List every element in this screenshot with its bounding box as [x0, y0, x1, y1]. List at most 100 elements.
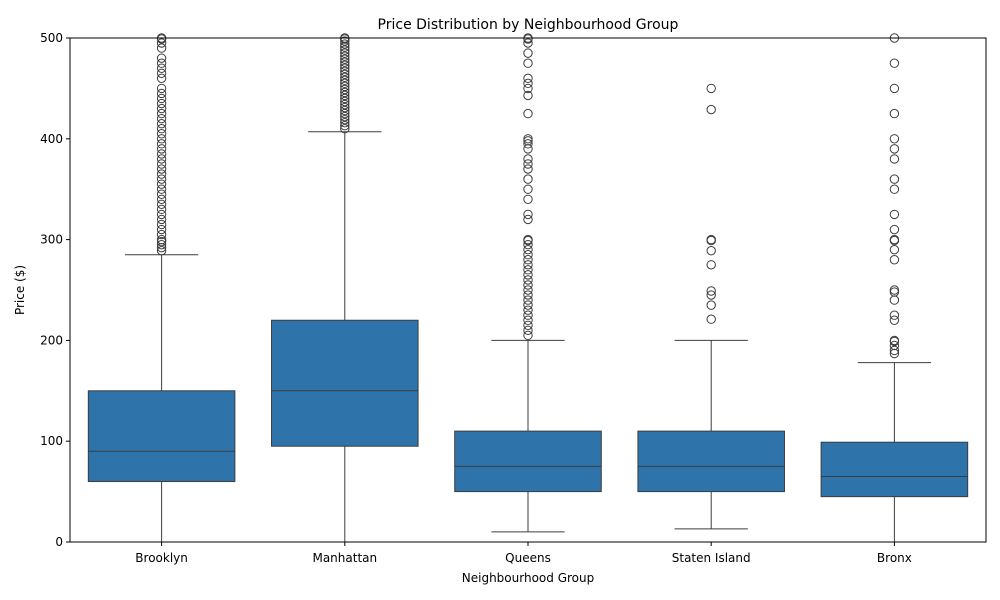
outlier-point — [156, 149, 167, 159]
outlier-point — [889, 108, 900, 119]
outlier-point — [156, 108, 167, 119]
outlier-point — [156, 209, 167, 220]
outlier-point — [156, 199, 167, 210]
outlier-point — [706, 286, 716, 296]
outlier-point — [340, 108, 350, 119]
outlier-point — [156, 214, 167, 225]
y-tick-label: 200 — [40, 333, 63, 347]
outlier-point — [523, 285, 533, 295]
outlier-point — [156, 129, 167, 139]
outlier-point — [156, 73, 167, 84]
outlier-point — [340, 69, 350, 79]
box-group-bronx — [820, 33, 969, 543]
outlier-point — [156, 184, 167, 194]
outlier-point — [156, 154, 167, 164]
outlier-point — [889, 224, 900, 235]
outlier-point — [523, 250, 533, 260]
outlier-point — [340, 111, 350, 122]
outlier-point — [523, 209, 533, 220]
box-group-brooklyn — [87, 33, 236, 543]
box-group-queens — [454, 33, 602, 533]
outlier-point — [340, 96, 350, 107]
outlier-point — [340, 72, 350, 83]
outlier-point — [340, 66, 350, 76]
outlier-point — [706, 314, 716, 324]
outlier-point — [706, 300, 716, 310]
outlier-point — [340, 124, 350, 134]
y-tick-label: 500 — [40, 31, 63, 45]
outlier-point — [523, 134, 533, 144]
outlier-point — [156, 43, 167, 53]
outlier-point — [523, 244, 533, 255]
x-tick-label: Manhattan — [312, 551, 377, 565]
outlier-point — [523, 305, 533, 315]
outlier-point — [523, 38, 533, 48]
outlier-point — [889, 184, 900, 194]
outlier-point — [340, 78, 350, 89]
outlier-point — [156, 144, 167, 154]
outlier-point — [340, 60, 350, 70]
outlier-point — [889, 244, 900, 255]
outlier-point — [340, 57, 350, 67]
outlier-point — [340, 63, 350, 73]
outlier-point — [523, 275, 533, 285]
outlier-point — [340, 102, 350, 113]
outlier-point — [889, 345, 900, 356]
outlier-point — [523, 174, 533, 184]
outlier-point — [889, 340, 900, 351]
outlier-point — [523, 78, 533, 89]
outlier-point — [523, 194, 533, 204]
outlier-point — [156, 88, 167, 99]
outlier-point — [523, 214, 533, 225]
outlier-point — [156, 83, 167, 94]
outlier-point — [340, 87, 350, 98]
iqr-box — [454, 430, 602, 493]
y-tick-label: 100 — [40, 434, 63, 448]
outlier-point — [156, 245, 167, 256]
outlier-point — [523, 154, 533, 164]
iqr-box — [271, 319, 419, 447]
outlier-point — [523, 270, 533, 280]
chart-title: Price Distribution by Neighbourhood Grou… — [378, 17, 679, 33]
box-group-staten-island — [637, 83, 785, 530]
outlier-point — [156, 204, 167, 215]
iqr-box — [820, 441, 969, 498]
outlier-point — [523, 139, 533, 149]
x-tick-label: Staten Island — [672, 551, 751, 565]
outlier-point — [523, 325, 533, 336]
outlier-point — [889, 134, 900, 144]
x-tick-label: Bronx — [877, 551, 912, 565]
outlier-point — [156, 118, 167, 129]
outlier-point — [889, 58, 900, 68]
outlier-point — [156, 134, 167, 144]
outlier-point — [340, 84, 350, 95]
outlier-point — [523, 320, 533, 330]
outlier-point — [523, 108, 533, 119]
outlier-point — [706, 290, 716, 300]
outlier-point — [340, 117, 350, 128]
outlier-point — [523, 260, 533, 270]
outlier-point — [156, 159, 167, 169]
y-axis: 0 100 200 300 400 500 — [40, 31, 70, 549]
y-tick-label: 400 — [40, 132, 63, 146]
outlier-point — [156, 169, 167, 179]
outlier-point — [340, 99, 350, 110]
y-tick-label: 0 — [55, 535, 63, 549]
y-tick-label: 300 — [40, 233, 63, 247]
outlier-point — [706, 104, 716, 115]
x-axis-label: Neighbourhood Group — [462, 571, 594, 585]
outlier-point — [523, 83, 533, 94]
outlier-point — [523, 290, 533, 300]
outlier-point — [156, 194, 167, 204]
outlier-point — [156, 174, 167, 184]
outlier-point — [523, 90, 533, 101]
x-axis: Brooklyn Manhattan Queens Staten Island Bron… — [135, 542, 912, 565]
outlier-point — [706, 234, 716, 245]
plot-area — [87, 33, 969, 543]
outlier-point — [156, 38, 167, 48]
outlier-point — [523, 239, 533, 250]
outlier-point — [889, 255, 900, 265]
y-axis-label: Price ($) — [13, 265, 27, 315]
